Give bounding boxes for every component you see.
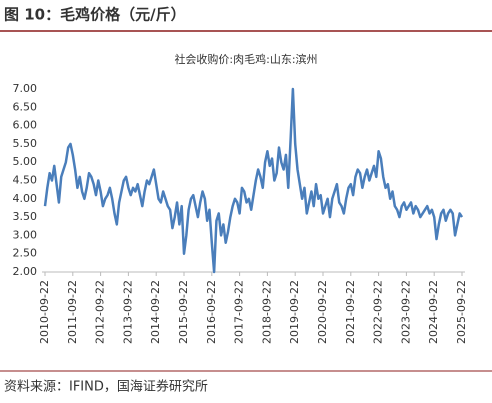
chart-title: 图 10：毛鸡价格（元/斤） bbox=[4, 6, 186, 24]
x-tick-label: 2012-09-22 bbox=[94, 280, 107, 344]
x-tick-label: 2017-09-22 bbox=[233, 280, 246, 344]
x-tick-label: 2015-09-22 bbox=[177, 280, 190, 344]
y-tick-label: 3.50 bbox=[13, 210, 38, 223]
y-tick-label: 5.50 bbox=[13, 137, 38, 150]
source: 资料来源：IFIND，国海证券研究所 bbox=[4, 379, 208, 395]
line-series bbox=[43, 87, 464, 274]
x-tick-label: 2014-09-22 bbox=[149, 280, 162, 344]
x-tick-label: 2011-09-22 bbox=[66, 280, 79, 344]
x-tick-label: 2025-09-22 bbox=[455, 280, 468, 344]
x-tick-label: 2024-09-22 bbox=[427, 280, 440, 344]
y-tick-label: 6.50 bbox=[13, 100, 38, 113]
x-tick-label: 2021-09-22 bbox=[344, 280, 357, 344]
chart-subtitle: 社会收购价:肉毛鸡:山东:滨州 bbox=[174, 52, 317, 66]
x-tick-label: 2010-09-22 bbox=[38, 280, 51, 344]
y-tick-label: 3.00 bbox=[13, 228, 38, 241]
x-tick-label: 2023-09-22 bbox=[399, 280, 412, 344]
x-tick-label: 2016-09-22 bbox=[205, 280, 218, 344]
y-tick-label: 7.00 bbox=[13, 82, 38, 95]
x-tick-label: 2020-09-22 bbox=[316, 280, 329, 344]
y-tick-label: 2.50 bbox=[13, 247, 38, 260]
x-tick-label: 2013-09-22 bbox=[121, 280, 134, 344]
y-tick-label: 5.00 bbox=[13, 155, 38, 168]
y-tick-label: 6.00 bbox=[13, 119, 38, 132]
y-tick-label: 4.50 bbox=[13, 174, 38, 187]
x-tick-label: 2019-09-22 bbox=[288, 280, 301, 344]
y-tick-label: 2.00 bbox=[13, 265, 38, 278]
x-tick-label: 2022-09-22 bbox=[372, 280, 385, 344]
y-tick-label: 4.00 bbox=[13, 192, 38, 205]
x-tick-label: 2018-09-22 bbox=[260, 280, 273, 344]
